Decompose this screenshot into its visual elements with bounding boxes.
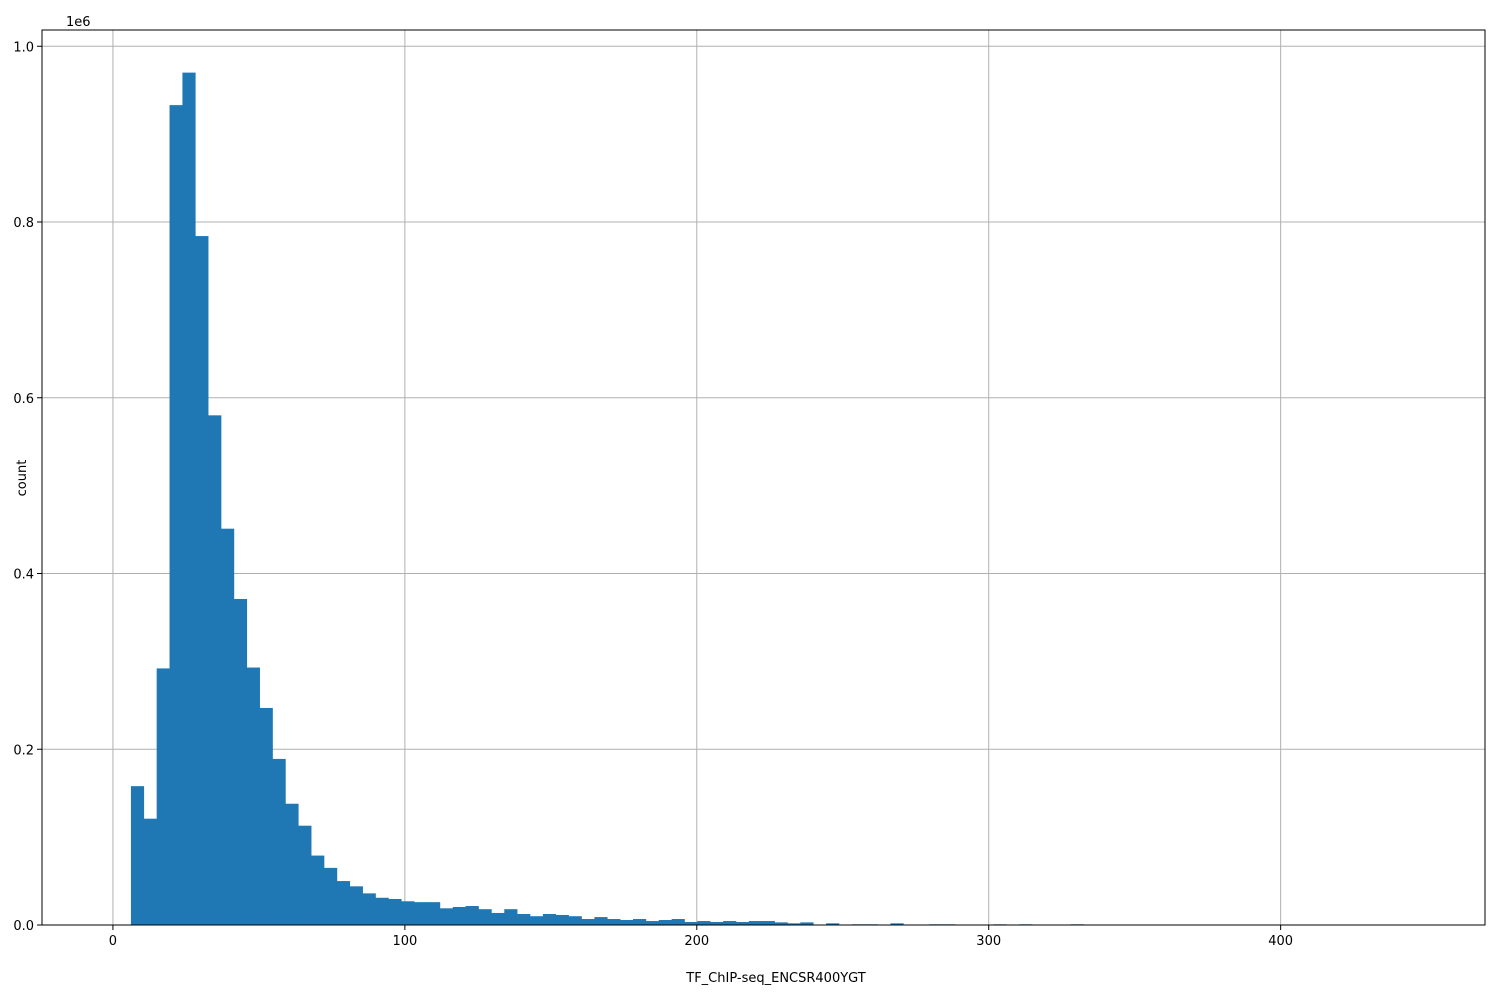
histogram-bar [774, 922, 788, 925]
y-tick-label: 0.2 [13, 743, 34, 758]
histogram-bar [272, 758, 286, 925]
histogram-bar [465, 906, 479, 925]
histogram-bar [452, 906, 466, 925]
y-tick-label: 0.6 [13, 392, 34, 407]
histogram-bar [530, 916, 544, 925]
y-offset-label: 1e6 [66, 15, 91, 30]
histogram-bar [787, 923, 801, 925]
histogram-bar [285, 803, 299, 925]
bars [130, 72, 1084, 926]
histogram-bar [710, 922, 724, 925]
histogram-bar [182, 72, 196, 926]
histogram-bar [221, 528, 235, 925]
histogram-bar [594, 917, 608, 925]
histogram-bar [259, 707, 273, 925]
y-tick-label: 0.0 [13, 919, 34, 934]
histogram-bar [298, 825, 312, 925]
histogram-bar [504, 909, 518, 925]
axes-frame [41, 29, 1486, 926]
histogram-bar [555, 914, 569, 925]
y-axis-label: count [15, 460, 30, 497]
histogram-bar [195, 236, 209, 925]
x-axis-label: TF_ChIP-seq_ENCSR400YGT [685, 971, 866, 986]
x-tick-label: 200 [684, 934, 709, 949]
histogram-bar [890, 923, 904, 925]
histogram-bar [414, 902, 428, 925]
histogram-bar [388, 898, 402, 925]
histogram-bar [748, 921, 763, 925]
histogram-bar [208, 415, 222, 925]
histogram-bar [658, 919, 672, 925]
histogram-bar [311, 855, 325, 925]
histogram-bar [736, 922, 750, 925]
histogram-bar [401, 901, 415, 925]
histogram-bar [439, 908, 454, 925]
histogram-bar [620, 919, 634, 925]
histogram-bar [607, 919, 621, 925]
y-tick-label: 0.8 [13, 216, 34, 231]
histogram-bar [233, 598, 248, 925]
histogram-bar [671, 919, 685, 925]
histogram-bar [800, 922, 814, 925]
histogram-bar [581, 919, 595, 925]
histogram-bar [143, 818, 157, 925]
histogram-bar [645, 921, 660, 925]
histogram-bar [427, 902, 441, 925]
histogram-bar [349, 886, 363, 925]
x-tick-label: 0 [109, 934, 117, 949]
histogram-bar [246, 667, 260, 925]
histogram-bar [130, 786, 145, 925]
histogram-bar [568, 916, 582, 925]
x-axis-ticks: 0 100 200 300 400 [109, 925, 1293, 949]
histogram-bar [156, 668, 170, 925]
x-tick-label: 100 [392, 934, 417, 949]
histogram-bar [169, 105, 183, 925]
histogram-bar [826, 923, 840, 925]
x-tick-label: 300 [976, 934, 1001, 949]
histogram-bar [633, 919, 647, 925]
histogram-bar [517, 914, 531, 925]
histogram-bar [542, 914, 557, 925]
histogram-bar [723, 921, 737, 925]
x-tick-label: 400 [1268, 934, 1293, 949]
histogram-bar [491, 912, 505, 925]
histogram-bar [362, 893, 376, 925]
y-axis-ticks: 0.0 0.2 0.4 0.6 0.8 1.0 [13, 40, 42, 934]
histogram-bar [478, 909, 492, 925]
histogram-bar [697, 921, 711, 925]
histogram-bar [336, 881, 351, 925]
histogram-bar [761, 921, 775, 925]
y-tick-label: 1.0 [13, 40, 34, 55]
histogram-bar [684, 922, 698, 925]
histogram-bar [324, 867, 338, 925]
y-tick-label: 0.4 [13, 568, 34, 583]
histogram-bar [375, 897, 389, 925]
